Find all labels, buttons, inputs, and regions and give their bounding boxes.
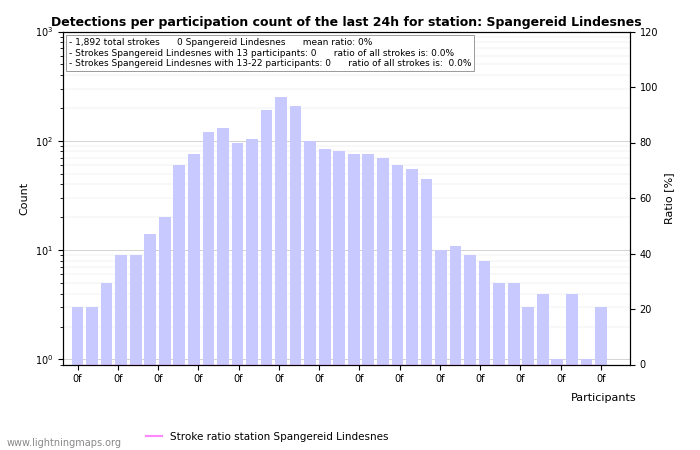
Bar (304, 141, 316, 450)
Bar (391, 165, 403, 450)
Bar (406, 169, 418, 450)
Text: - 1,892 total strokes      0 Spangereid Lindesnes      mean ratio: 0%
- Strokes : - 1,892 total strokes 0 Spangereid Linde… (69, 38, 471, 68)
Y-axis label: Count: Count (20, 181, 29, 215)
Bar (363, 154, 374, 450)
Bar (580, 360, 592, 450)
Title: Detections per participation count of the last 24h for station: Spangereid Linde: Detections per participation count of th… (51, 16, 642, 29)
Bar (348, 154, 360, 450)
Bar (494, 283, 505, 450)
Bar (421, 179, 433, 450)
Bar (116, 255, 127, 450)
Bar (377, 158, 388, 450)
Bar (159, 217, 171, 450)
Bar (449, 246, 461, 450)
Bar (86, 307, 98, 450)
Bar (333, 152, 345, 450)
Bar (508, 283, 519, 450)
Bar (464, 255, 476, 450)
Bar (275, 97, 287, 450)
Legend: Stroke ratio station Spangereid Lindesnes: Stroke ratio station Spangereid Lindesne… (142, 428, 393, 446)
Bar (522, 307, 534, 450)
Bar (188, 154, 199, 450)
Bar (479, 261, 491, 450)
Bar (217, 128, 229, 450)
Bar (537, 294, 549, 450)
Bar (130, 255, 141, 450)
Y-axis label: Ratio [%]: Ratio [%] (664, 172, 674, 224)
Bar (144, 234, 156, 450)
Bar (435, 250, 447, 450)
Bar (232, 143, 244, 450)
Text: www.lightningmaps.org: www.lightningmaps.org (7, 437, 122, 447)
Bar (174, 165, 185, 450)
Bar (202, 132, 214, 450)
Bar (595, 307, 607, 450)
Bar (246, 139, 258, 450)
Bar (552, 360, 563, 450)
Bar (566, 294, 578, 450)
Bar (319, 148, 330, 450)
Bar (260, 110, 272, 450)
Bar (101, 283, 113, 450)
Bar (290, 106, 302, 450)
Bar (71, 307, 83, 450)
Text: Participants: Participants (571, 393, 637, 403)
